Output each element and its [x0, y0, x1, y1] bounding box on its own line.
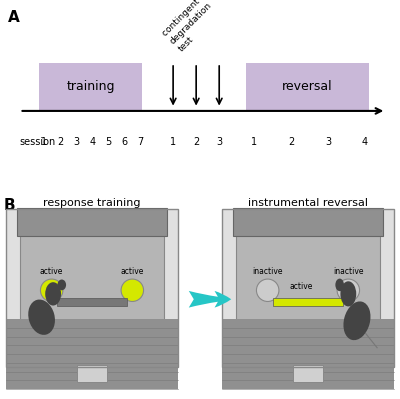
- Ellipse shape: [344, 301, 370, 340]
- Text: instrumental reversal: instrumental reversal: [248, 198, 368, 207]
- Text: 1: 1: [251, 137, 257, 147]
- Text: 2: 2: [193, 137, 199, 147]
- Bar: [222, 209, 394, 367]
- Bar: [39, 63, 142, 111]
- Text: inactive: inactive: [252, 267, 283, 276]
- Text: response training: response training: [43, 198, 141, 207]
- Text: active: active: [121, 267, 144, 276]
- Polygon shape: [222, 209, 236, 367]
- Circle shape: [337, 279, 360, 302]
- Text: session: session: [20, 137, 56, 147]
- Bar: [246, 63, 369, 111]
- Text: 6: 6: [122, 137, 128, 147]
- Circle shape: [40, 279, 63, 302]
- Text: 4: 4: [90, 137, 96, 147]
- Circle shape: [256, 279, 279, 302]
- Ellipse shape: [340, 281, 356, 306]
- Text: 3: 3: [325, 137, 331, 147]
- Ellipse shape: [335, 279, 344, 291]
- Bar: [6, 319, 178, 389]
- Text: reversal: reversal: [282, 81, 333, 93]
- Ellipse shape: [45, 282, 61, 306]
- Text: 7: 7: [137, 137, 144, 147]
- Text: 1: 1: [42, 137, 48, 147]
- Text: 3: 3: [216, 137, 222, 147]
- Bar: [17, 208, 167, 236]
- Polygon shape: [6, 209, 20, 367]
- Polygon shape: [164, 209, 178, 367]
- Text: 2: 2: [288, 137, 294, 147]
- Bar: [233, 208, 383, 236]
- Text: 2: 2: [57, 137, 64, 147]
- Bar: [20, 209, 164, 344]
- Text: training: training: [66, 81, 115, 93]
- Ellipse shape: [58, 279, 66, 290]
- Text: B: B: [4, 198, 16, 213]
- Text: contingent reinforcement
degradation
test: contingent reinforcement degradation tes…: [161, 0, 265, 53]
- Bar: [20, 209, 164, 235]
- Text: 5: 5: [105, 137, 112, 147]
- FancyBboxPatch shape: [293, 365, 323, 382]
- Ellipse shape: [28, 300, 55, 335]
- FancyBboxPatch shape: [77, 365, 107, 382]
- Text: 1: 1: [170, 137, 176, 147]
- Bar: [57, 298, 127, 306]
- Text: active: active: [289, 282, 312, 291]
- Text: A: A: [8, 10, 19, 26]
- Circle shape: [121, 279, 144, 302]
- Polygon shape: [380, 209, 394, 367]
- Text: 4: 4: [362, 137, 368, 147]
- Bar: [6, 209, 178, 367]
- Text: inactive: inactive: [333, 267, 364, 276]
- Bar: [273, 298, 343, 306]
- Bar: [236, 209, 380, 235]
- Text: 3: 3: [74, 137, 80, 147]
- Bar: [236, 209, 380, 344]
- Bar: [222, 319, 394, 389]
- Text: active: active: [40, 267, 63, 276]
